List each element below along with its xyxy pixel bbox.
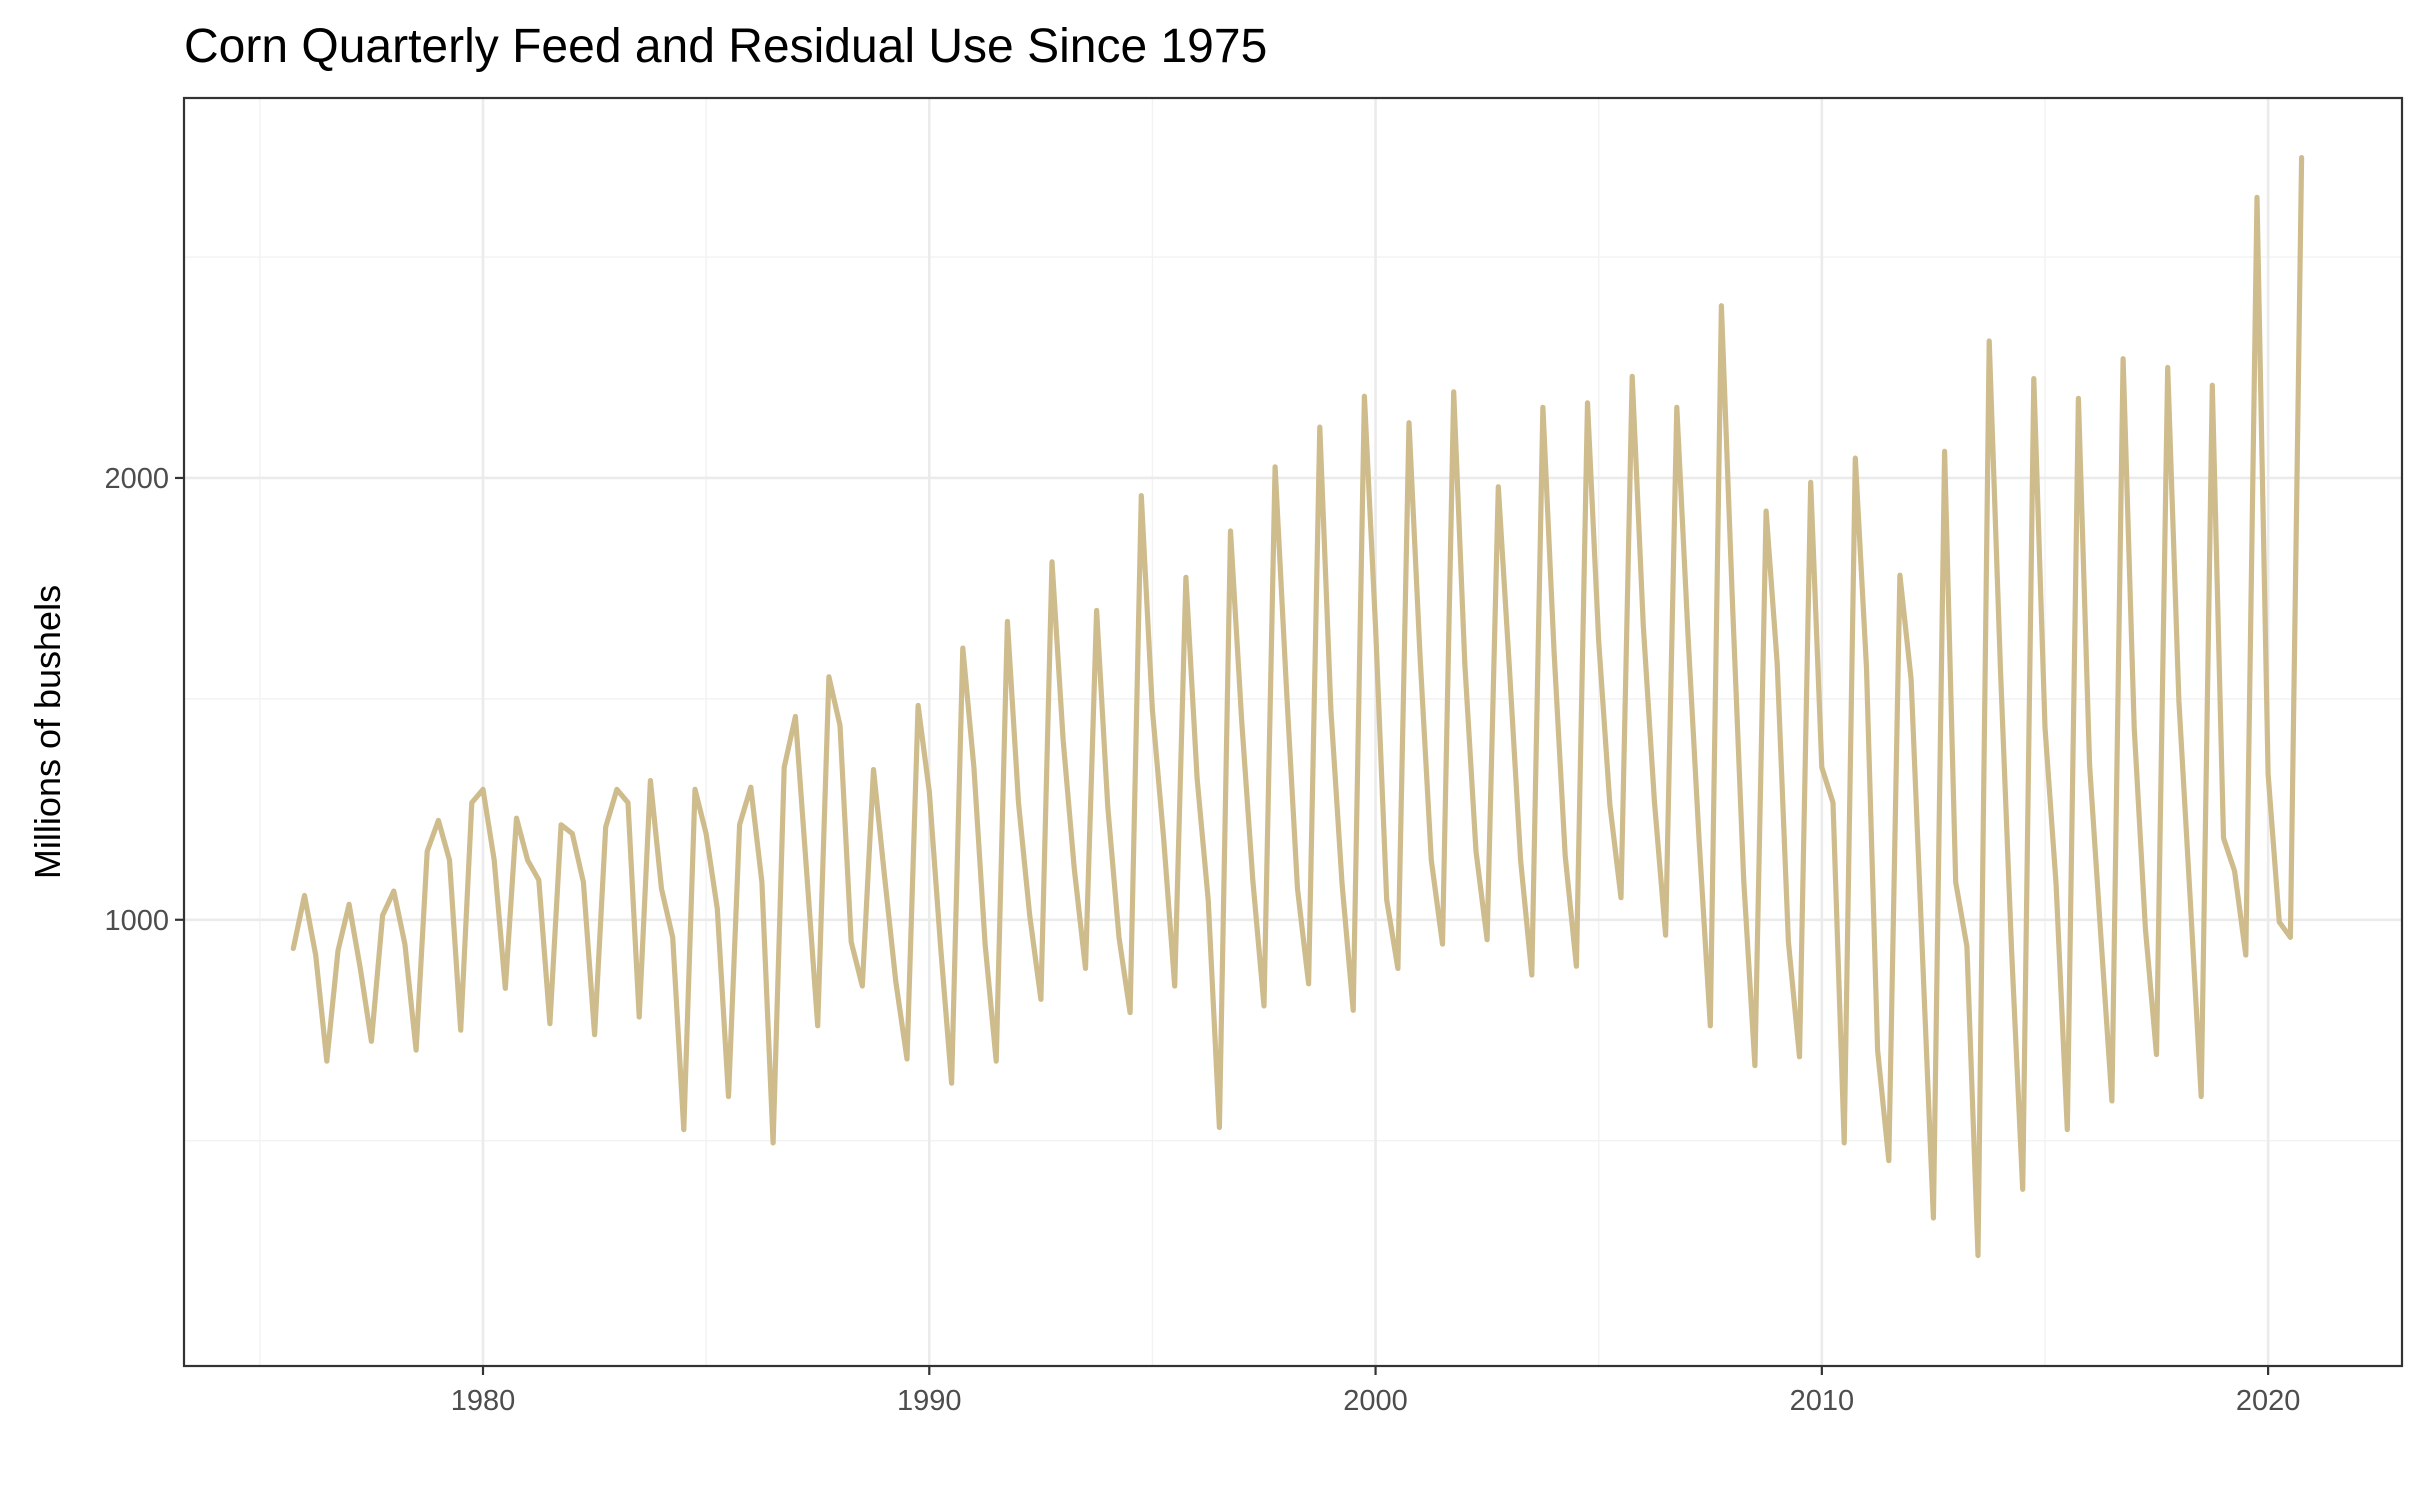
x-axis: 1980 1990 2000 2010 2020 [451,1366,2301,1417]
y-tick-label: 2000 [104,463,169,495]
x-tick-label: 1990 [897,1385,962,1417]
chart-title: Corn Quarterly Feed and Residual Use Sin… [184,20,1267,73]
series-line [290,155,2305,1259]
y-axis-label: Millions of bushels [27,585,68,879]
minor-gridlines [184,98,2402,1366]
x-tick-label: 2020 [2236,1385,2301,1417]
x-tick-label: 2000 [1343,1385,1408,1417]
y-axis: 1000 2000 [104,463,184,937]
plot-panel-border [182,96,2404,1368]
y-tick-label: 1000 [104,905,169,937]
x-tick-label: 1980 [451,1385,516,1417]
series-layer [290,155,2305,1259]
x-tick-label: 2010 [1790,1385,1855,1417]
major-gridlines [184,98,2402,1366]
